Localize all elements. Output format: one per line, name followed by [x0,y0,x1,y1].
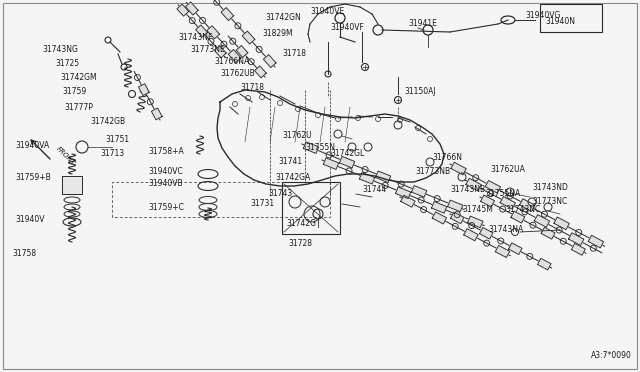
Text: 31742G: 31742G [286,219,316,228]
Text: 31742GM: 31742GM [60,73,97,81]
Polygon shape [228,49,241,62]
Text: 31940N: 31940N [545,17,575,26]
Bar [62,176,82,194]
Text: 31751: 31751 [105,135,129,144]
Text: 31940VF: 31940VF [330,22,364,32]
Polygon shape [451,212,464,224]
Polygon shape [481,195,495,207]
Text: 31773NC: 31773NC [532,198,567,206]
Polygon shape [500,196,515,209]
Polygon shape [196,25,207,37]
Polygon shape [447,200,463,212]
Polygon shape [360,172,374,184]
Polygon shape [451,162,466,175]
Text: 31742GA: 31742GA [275,173,310,182]
Text: A3:7*0090: A3:7*0090 [591,351,632,360]
Polygon shape [588,235,604,248]
Polygon shape [323,158,339,169]
Polygon shape [485,180,500,193]
Polygon shape [207,26,220,39]
Polygon shape [541,227,555,239]
Text: 31755NA: 31755NA [485,189,520,199]
Text: 31742GL: 31742GL [330,150,364,158]
Polygon shape [431,202,447,213]
Polygon shape [186,2,198,15]
Text: 31777P: 31777P [64,103,93,112]
Text: 31744: 31744 [362,186,387,195]
Text: 31743NG: 31743NG [42,45,78,55]
Polygon shape [264,55,276,68]
Text: 31743NA: 31743NA [488,225,524,234]
Bar [540,4,602,32]
Polygon shape [138,84,149,96]
Text: 31743ND: 31743ND [532,183,568,192]
Text: 31773NB: 31773NB [415,167,450,176]
Polygon shape [242,31,255,44]
Text: 31758: 31758 [12,250,36,259]
Text: 31150AJ: 31150AJ [404,87,436,96]
Text: 31758+A: 31758+A [148,148,184,157]
Polygon shape [214,46,226,58]
Text: 31766N: 31766N [432,153,462,161]
Text: 31743NC: 31743NC [505,205,540,215]
Polygon shape [412,186,427,197]
Polygon shape [152,108,162,120]
Text: 31741: 31741 [278,157,302,167]
Text: 31940VE: 31940VE [310,7,344,16]
Polygon shape [568,233,584,246]
Text: 31745M: 31745M [462,205,493,215]
Polygon shape [495,246,509,257]
Polygon shape [520,199,535,211]
Polygon shape [177,4,189,16]
Text: 31940VG: 31940VG [525,10,561,19]
Polygon shape [432,212,447,224]
Text: 31940VC: 31940VC [148,167,183,176]
Text: 31755N: 31755N [305,142,335,151]
Polygon shape [255,66,266,78]
Text: 31762UA: 31762UA [490,166,525,174]
Text: 31742GN: 31742GN [265,13,301,22]
Text: 31940VA: 31940VA [15,141,49,151]
Polygon shape [554,217,569,230]
Text: FRONT: FRONT [55,146,76,167]
Polygon shape [538,258,551,270]
Text: 31759+C: 31759+C [148,202,184,212]
Polygon shape [511,211,525,223]
Polygon shape [236,45,248,57]
Polygon shape [221,7,234,20]
Text: 31718: 31718 [240,83,264,92]
Text: 31941E: 31941E [408,19,437,29]
Text: 31742GB: 31742GB [90,118,125,126]
Text: 31743: 31743 [268,189,292,199]
Text: 31718: 31718 [282,49,306,58]
Text: 31762U: 31762U [282,131,312,141]
Polygon shape [466,178,481,191]
Text: 31759: 31759 [62,87,86,96]
Polygon shape [534,215,550,227]
Text: 31766NA: 31766NA [214,57,249,65]
Text: 31762UB: 31762UB [220,70,255,78]
Text: 31940VB: 31940VB [148,180,182,189]
Polygon shape [376,171,391,183]
Polygon shape [401,195,415,207]
Text: 31773NE: 31773NE [190,45,225,55]
Text: 31743NB: 31743NB [450,186,485,195]
Polygon shape [479,228,493,239]
Bar [282,182,340,234]
Polygon shape [396,187,411,199]
Polygon shape [468,216,483,228]
Text: 31728: 31728 [288,240,312,248]
Polygon shape [572,243,586,255]
Text: 31940V: 31940V [15,215,45,224]
Polygon shape [339,156,355,168]
Text: 31725: 31725 [55,60,79,68]
Text: 31829M: 31829M [262,29,292,38]
Text: 31759+B: 31759+B [15,173,51,182]
Text: 31743NF: 31743NF [178,32,212,42]
Polygon shape [303,142,319,153]
Text: 31731: 31731 [250,199,274,208]
Polygon shape [509,243,522,254]
Text: 31713: 31713 [100,150,124,158]
Polygon shape [464,229,478,241]
